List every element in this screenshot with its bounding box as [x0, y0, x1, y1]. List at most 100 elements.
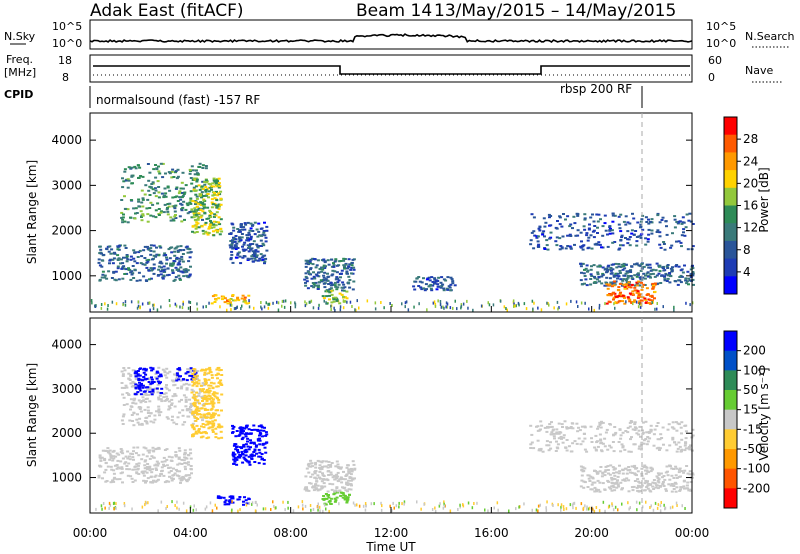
- heatmap-cell: [666, 474, 670, 477]
- heatmap-cell: [440, 276, 444, 279]
- date-range: 13/May/2015 – 14/May/2015: [434, 1, 676, 21]
- heatmap-cell: [332, 262, 335, 265]
- heatmap-cell: [678, 276, 682, 278]
- heatmap-cell: [329, 497, 333, 500]
- heatmap-cell: [182, 459, 186, 462]
- heatmap-cell: [651, 301, 653, 305]
- heatmap-cell: [691, 274, 695, 277]
- heatmap-cell: [537, 509, 539, 513]
- heatmap-cell: [149, 249, 153, 252]
- heatmap-cell: [612, 284, 616, 287]
- heatmap-cell: [335, 271, 339, 274]
- heatmap-cell: [166, 210, 170, 213]
- heatmap-cell: [677, 475, 681, 478]
- heatmap-cell: [537, 243, 541, 246]
- heatmap-cell: [132, 249, 136, 252]
- heatmap-cell: [612, 291, 616, 294]
- heatmap-cell: [146, 260, 150, 263]
- heatmap-cell: [614, 505, 617, 509]
- heatmap-cell: [171, 218, 175, 221]
- heatmap-cell: [322, 509, 324, 513]
- heatmap-cell: [141, 302, 144, 306]
- heatmap-cell: [256, 235, 260, 238]
- heatmap-cell: [342, 257, 346, 260]
- heatmap-cell: [141, 505, 144, 509]
- colorbar-swatch: [724, 370, 737, 391]
- heatmap-cell: [159, 246, 163, 249]
- heatmap-cell: [215, 199, 219, 202]
- colorbar-swatch: [724, 223, 737, 242]
- heatmap-cell: [188, 411, 192, 414]
- heatmap-cell: [120, 370, 124, 373]
- heatmap-cell: [311, 282, 315, 284]
- heatmap-cell: [202, 402, 206, 405]
- heatmap-cell: [405, 300, 408, 304]
- heatmap-cell: [185, 379, 189, 382]
- y-tick-label: 3000: [51, 382, 82, 396]
- heatmap-cell: [247, 448, 251, 451]
- heatmap-cell: [536, 429, 540, 432]
- heatmap-cell: [167, 171, 171, 174]
- heatmap-cell: [621, 431, 625, 434]
- heatmap-cell: [546, 500, 548, 504]
- heatmap-cell: [258, 439, 262, 442]
- heatmap-cell: [101, 477, 104, 480]
- heatmap-cell: [119, 262, 122, 265]
- heatmap-cell: [148, 469, 152, 472]
- heatmap-cell: [140, 189, 144, 192]
- heatmap-cell: [257, 462, 261, 465]
- heatmap-cell: [613, 426, 617, 428]
- heatmap-cell: [220, 374, 224, 376]
- heatmap-cell: [611, 268, 615, 271]
- heatmap-cell: [116, 248, 120, 251]
- heatmap-cell: [154, 448, 158, 451]
- heatmap-cell: [672, 477, 676, 479]
- heatmap-cell: [203, 431, 207, 433]
- heatmap-cell: [179, 198, 183, 201]
- heatmap-cell: [545, 508, 548, 512]
- heatmap-cell: [588, 506, 591, 510]
- heatmap-cell: [195, 197, 199, 200]
- heatmap-cell: [122, 413, 126, 416]
- heatmap-cell: [671, 421, 675, 424]
- heatmap-cell: [91, 301, 93, 305]
- heatmap-cell: [336, 286, 340, 289]
- nave-tick-high: 60: [708, 54, 722, 67]
- heatmap-cell: [193, 375, 197, 378]
- heatmap-cell: [355, 308, 357, 312]
- heatmap-cell: [216, 385, 220, 388]
- heatmap-cell: [530, 231, 534, 234]
- heatmap-cell: [318, 488, 322, 491]
- heatmap-cell: [239, 430, 243, 433]
- heatmap-cell: [641, 276, 645, 279]
- nsearch-tick-low: 10^0: [706, 37, 736, 50]
- heatmap-cell: [133, 397, 137, 400]
- heatmap-cell: [644, 216, 648, 219]
- heatmap-cell: [193, 397, 197, 400]
- heatmap-cell: [536, 235, 540, 238]
- heatmap-cell: [259, 239, 263, 242]
- heatmap-cell: [133, 393, 137, 396]
- heatmap-cell: [592, 264, 596, 267]
- heatmap-cell: [330, 488, 334, 491]
- heatmap-cell: [149, 247, 153, 250]
- heatmap-cell: [208, 389, 212, 392]
- heatmap-cell: [190, 472, 193, 475]
- heatmap-cell: [281, 299, 284, 303]
- heatmap-cell: [157, 409, 161, 412]
- heatmap-cell: [148, 301, 150, 305]
- heatmap-cell: [658, 449, 661, 451]
- heatmap-cell: [294, 301, 296, 305]
- heatmap-cell: [192, 213, 196, 216]
- heatmap-cell: [653, 297, 656, 300]
- heatmap-cell: [157, 411, 161, 414]
- colorbar-tick-label: -200: [743, 481, 770, 495]
- heatmap-cell: [175, 423, 179, 426]
- heatmap-cell: [658, 447, 662, 450]
- heatmap-cell: [327, 500, 331, 503]
- heatmap-cell: [637, 235, 641, 238]
- heatmap-cell: [137, 198, 141, 201]
- heatmap-cell: [133, 217, 137, 220]
- heatmap-cell: [264, 434, 268, 437]
